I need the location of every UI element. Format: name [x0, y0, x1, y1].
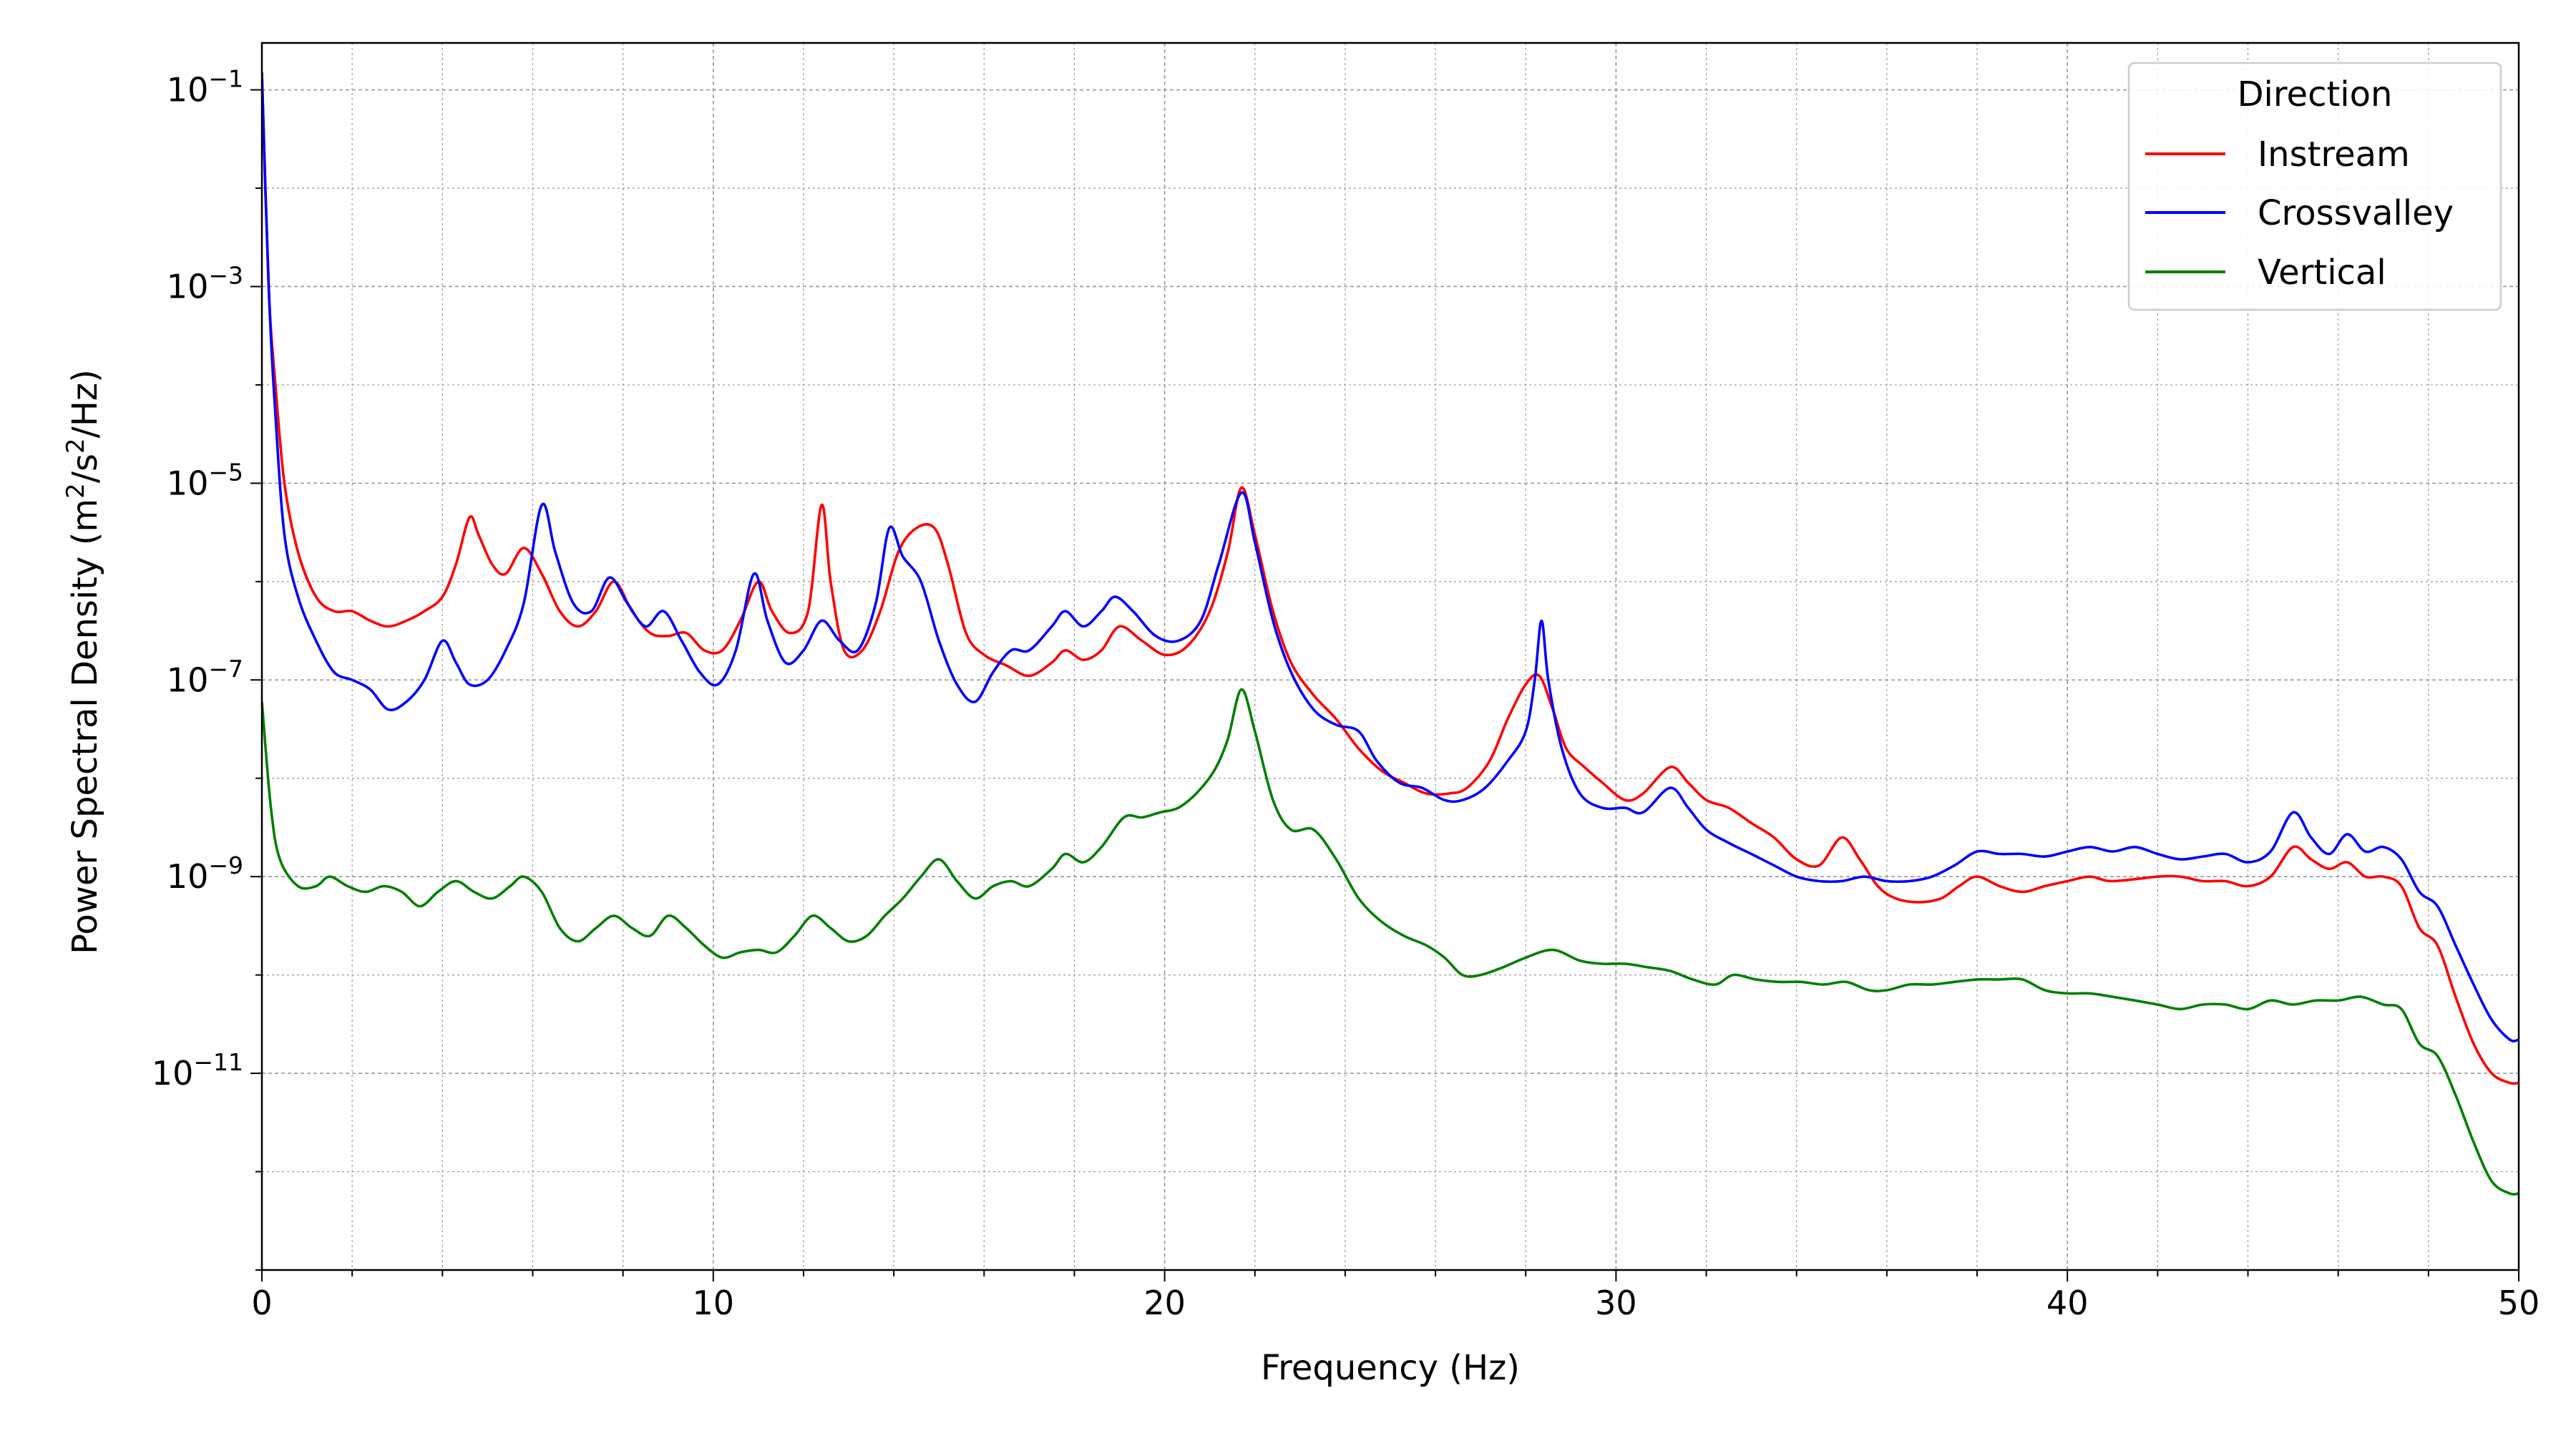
- x-tick-label: 40: [2046, 1284, 2089, 1322]
- y-tick-label: 10−7: [167, 655, 243, 699]
- x-tick-label: 10: [693, 1284, 735, 1322]
- plot-frame: [260, 41, 2520, 1271]
- legend-label-instream: Instream: [2258, 135, 2410, 175]
- series-layer: [262, 72, 2519, 1196]
- legend-label-vertical: Vertical: [2258, 253, 2386, 293]
- y-tick-label: 10−9: [167, 851, 243, 896]
- legend-label-crossvalley: Crossvalley: [2258, 193, 2454, 233]
- y-tick-label: 10−5: [167, 458, 243, 502]
- x-tick-label: 30: [1595, 1284, 1637, 1322]
- y-axis-label: Power Spectral Density (m2/s2/Hz): [62, 369, 105, 954]
- series-line-vertical: [262, 688, 2519, 1196]
- x-tick-label: 20: [1143, 1284, 1186, 1322]
- x-axis-label: Frequency (Hz): [1261, 1348, 1520, 1388]
- legend-box: [2127, 62, 2502, 311]
- grid: [261, 43, 2519, 1271]
- axis-ticks: 0 10 20 30 40 50 10−11 10−9 10−7 10−5 10−3 10−1: [152, 65, 2540, 1322]
- series-line-crossvalley: [262, 72, 2519, 1042]
- legend-title: Direction: [2238, 74, 2393, 114]
- x-tick-label: 50: [2498, 1284, 2540, 1322]
- legend: Direction Instream Crossvalley Vertical: [2127, 62, 2502, 311]
- y-tick-label: 10−3: [167, 261, 243, 306]
- series-line-instream: [262, 72, 2519, 1085]
- y-tick-label: 10−1: [167, 65, 243, 109]
- y-tick-label: 10−11: [152, 1048, 243, 1093]
- x-tick-label: 0: [251, 1284, 272, 1322]
